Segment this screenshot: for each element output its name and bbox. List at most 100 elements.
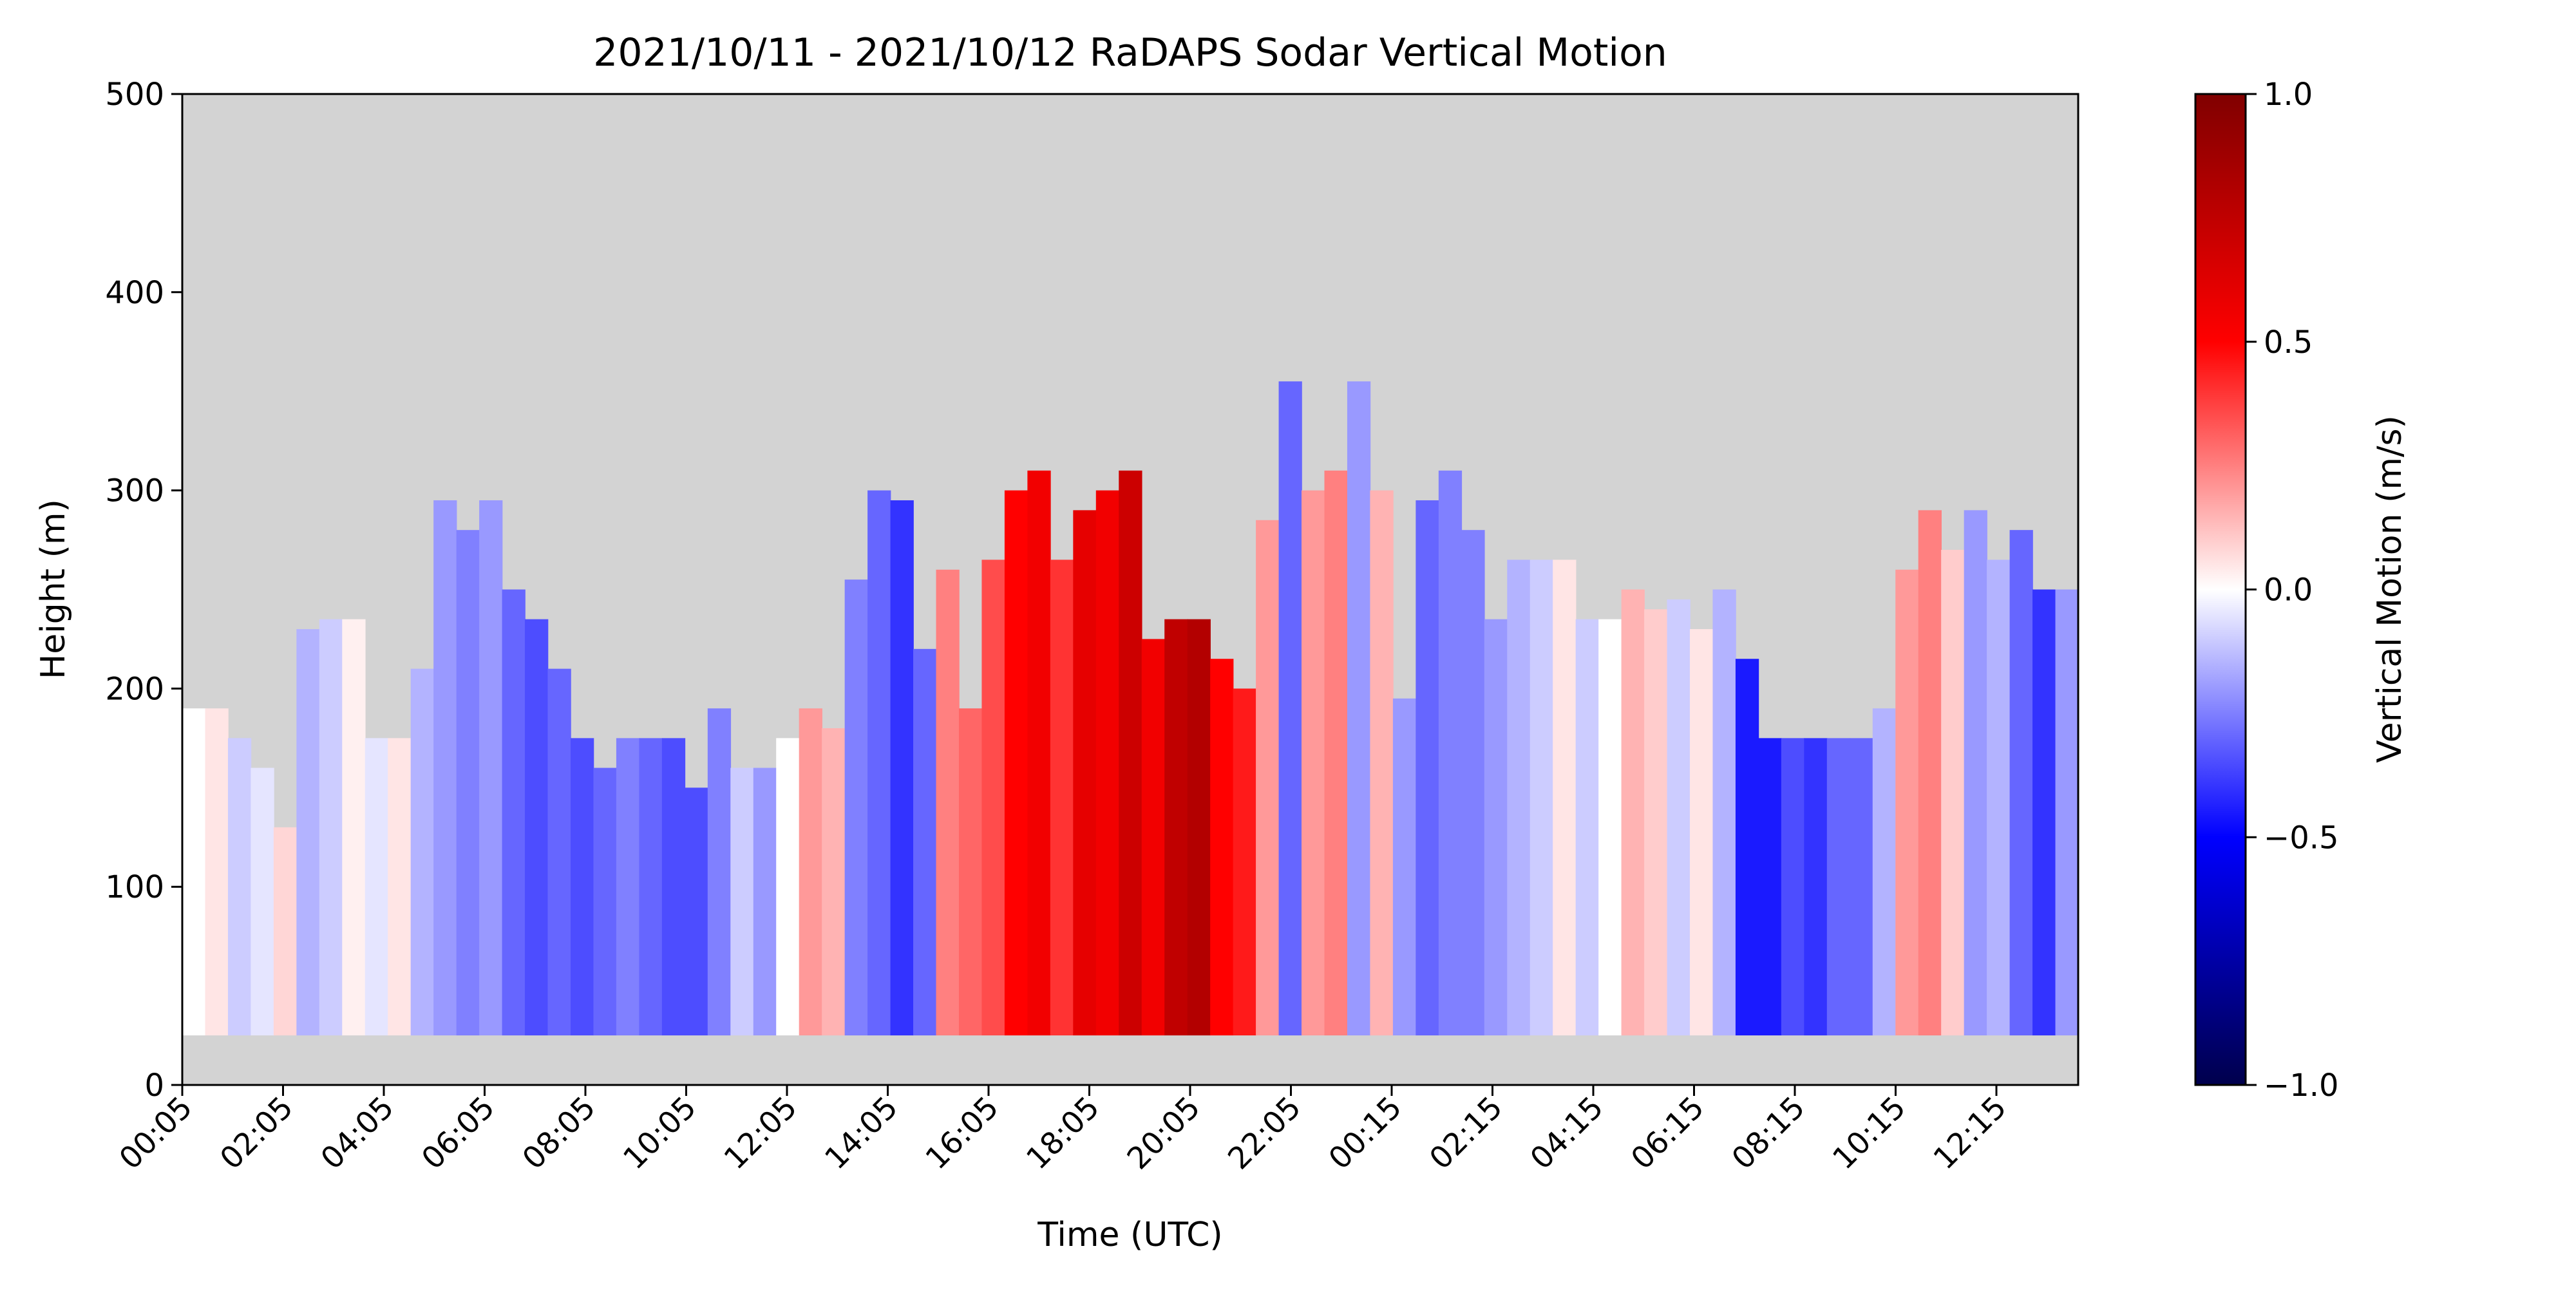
heatmap-cell: [182, 708, 206, 1036]
heatmap-cell: [1027, 470, 1051, 1036]
x-tick-label: 06:15: [1624, 1090, 1711, 1177]
y-axis-label: Height (m): [34, 499, 73, 679]
heatmap-cell: [2055, 589, 2078, 1036]
x-tick-label: 14:05: [818, 1090, 905, 1177]
heatmap-cell: [799, 708, 822, 1036]
heatmap-cell: [365, 738, 389, 1036]
heatmap-cell: [1735, 659, 1759, 1036]
x-tick-label: 08:15: [1725, 1090, 1812, 1177]
heatmap-cell: [1210, 659, 1234, 1036]
heatmap-cell: [410, 668, 434, 1036]
heatmap-cell: [1781, 738, 1805, 1036]
heatmap-cell: [1416, 500, 1439, 1036]
heatmap-cell: [1530, 560, 1553, 1036]
x-tick-label: 06:05: [415, 1090, 502, 1177]
colorbar-ticks: −1.0 −0.5 0.0 0.5 1.0: [2246, 77, 2339, 1104]
heatmap-cell: [890, 500, 914, 1036]
heatmap-cell: [1872, 708, 1897, 1036]
colorbar-tick-label: 0.0: [2264, 572, 2313, 608]
heatmap-cell: [570, 738, 594, 1036]
x-tick-label: 02:15: [1423, 1090, 1510, 1177]
plot-area-frame: [181, 93, 2079, 1086]
heatmap-cell: [1050, 560, 1074, 1036]
x-tick-label: 22:05: [1221, 1090, 1308, 1177]
heatmap-cell: [251, 768, 274, 1036]
x-tick-label: 08:05: [516, 1090, 603, 1177]
y-tick-label: 400: [105, 275, 164, 311]
colorbar-tick-label: 1.0: [2264, 77, 2313, 113]
heatmap-cell: [1302, 490, 1325, 1036]
heatmap-cell: [205, 708, 229, 1036]
heatmap-cell: [707, 708, 732, 1036]
heatmap-cell: [502, 589, 526, 1036]
heatmap-cell: [1895, 569, 1919, 1036]
heatmap-cell: [1598, 619, 1622, 1036]
heatmap-cell: [1461, 530, 1485, 1036]
heatmap-cell: [1964, 510, 1987, 1036]
heatmap-cell: [913, 648, 937, 1036]
heatmap-cell: [1347, 381, 1371, 1036]
x-tick-label: 10:05: [616, 1090, 703, 1177]
x-tick-label: 02:05: [213, 1090, 300, 1177]
y-tick-label: 100: [105, 869, 164, 905]
heatmap-cell: [1256, 520, 1280, 1036]
heatmap-cell: [1667, 599, 1690, 1036]
heatmap-cell: [1507, 560, 1531, 1036]
colorbar-label: Vertical Motion (m/s): [2371, 415, 2409, 763]
heatmap-cell: [547, 668, 571, 1036]
heatmap-cell: [1987, 560, 2011, 1036]
heatmap-cell: [1392, 698, 1417, 1036]
heatmap-cell: [1850, 738, 1873, 1036]
heatmap-cell: [1553, 560, 1577, 1036]
y-tick-label: 200: [105, 671, 164, 707]
heatmap-cell: [730, 768, 754, 1036]
heatmap-cell: [1164, 619, 1188, 1036]
y-axis-ticks: 0 100 200 300 400 500: [105, 77, 182, 1104]
heatmap-cell: [296, 629, 320, 1036]
heatmap-cell: [1073, 510, 1097, 1036]
x-tick-label: 10:15: [1826, 1090, 1913, 1177]
heatmap-cell: [1438, 470, 1463, 1036]
heatmap-cell: [639, 738, 663, 1036]
heatmap-cell: [525, 619, 549, 1036]
heatmap-layer: [182, 381, 2078, 1036]
heatmap-cell: [1119, 470, 1142, 1036]
heatmap-cell: [1187, 619, 1211, 1036]
heatmap-cell: [342, 619, 366, 1036]
heatmap-cell: [844, 580, 868, 1036]
x-tick-label: 20:05: [1121, 1090, 1208, 1177]
heatmap-cell: [1278, 381, 1302, 1036]
heatmap-cell: [1758, 738, 1782, 1036]
heatmap-cell: [981, 560, 1005, 1036]
heatmap-cell: [1004, 490, 1028, 1036]
x-tick-label: 12:05: [717, 1090, 804, 1177]
x-tick-label: 18:05: [1019, 1090, 1106, 1177]
y-tick-label: 0: [144, 1068, 164, 1104]
heatmap-cell: [2009, 530, 2033, 1036]
heatmap-cell: [227, 738, 252, 1036]
heatmap-cell: [2032, 589, 2056, 1036]
x-axis-ticks: 00:05 02:05 04:05 06:05 08:05 10:05 12:05 14:05…: [113, 1085, 2013, 1177]
heatmap-cell: [1141, 639, 1165, 1036]
heatmap-cell: [1644, 609, 1668, 1036]
x-tick-label: 04:05: [314, 1090, 401, 1177]
heatmap-cell: [822, 728, 846, 1036]
heatmap-cell: [1233, 688, 1256, 1036]
x-axis-label: Time (UTC): [1037, 1216, 1222, 1254]
heatmap-cell: [319, 619, 343, 1036]
heatmap-cell: [1712, 589, 1736, 1036]
heatmap-cell: [1941, 549, 1965, 1036]
heatmap-cell: [685, 787, 708, 1036]
heatmap-cell: [479, 500, 503, 1036]
heatmap-cell: [661, 738, 686, 1036]
heatmap-cell: [1804, 738, 1828, 1036]
heatmap-cell: [1621, 589, 1645, 1036]
colorbar-tick-label: −1.0: [2264, 1068, 2339, 1104]
heatmap-cell: [753, 768, 777, 1036]
colorbar-tick-label: −0.5: [2264, 820, 2339, 856]
heatmap-cell: [1690, 629, 1714, 1036]
heatmap-cell: [388, 738, 412, 1036]
colorbar: [2194, 93, 2247, 1086]
